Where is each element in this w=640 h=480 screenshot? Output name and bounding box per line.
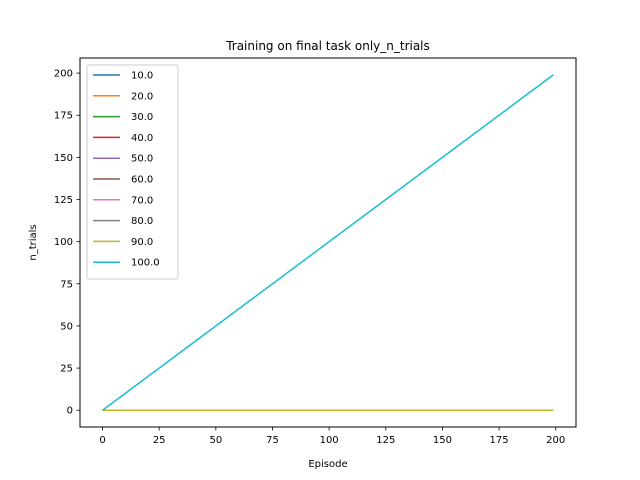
legend-entry: 50.0 [131, 154, 153, 165]
y-tick-label: 75 [60, 279, 73, 290]
y-tick-label: 0 [67, 406, 73, 417]
x-tick-label: 0 [99, 435, 105, 446]
y-axis: 0 25 50 75 100 125 150 175 200 [54, 69, 80, 417]
legend-entry: 100.0 [131, 258, 160, 269]
legend: 10.0 20.0 30.0 40.0 50.0 60.0 70.0 80.0 90.0 100.… [86, 64, 179, 280]
chart-title: Training on final task only_n_trials [225, 39, 430, 53]
legend-entry: 20.0 [131, 91, 153, 102]
x-tick-label: 100 [320, 435, 339, 446]
legend-entry: 10.0 [131, 71, 153, 82]
x-axis-label: Episode [308, 459, 347, 470]
y-tick-label: 25 [60, 364, 73, 375]
series-layer [102, 74, 554, 411]
y-tick-label: 50 [60, 321, 73, 332]
y-axis-label: n_trials [28, 224, 39, 260]
x-axis: 0 25 50 75 100 125 150 175 200 [99, 427, 565, 446]
series-line-100.0 [102, 74, 554, 411]
legend-entry: 90.0 [131, 237, 153, 248]
y-tick-label: 150 [54, 153, 73, 164]
legend-entry: 80.0 [131, 216, 153, 227]
legend-entry: 30.0 [131, 112, 153, 123]
legend-entry: 40.0 [131, 133, 153, 144]
x-tick-label: 50 [209, 435, 222, 446]
legend-entry: 60.0 [131, 175, 153, 186]
legend-box [86, 64, 179, 280]
x-tick-label: 25 [153, 435, 166, 446]
legend-entry: 70.0 [131, 195, 153, 206]
plot-frame [79, 57, 577, 428]
y-tick-label: 175 [54, 111, 73, 122]
x-tick-label: 200 [546, 435, 565, 446]
y-tick-label: 100 [54, 237, 73, 248]
x-tick-label: 150 [433, 435, 452, 446]
x-tick-label: 75 [266, 435, 279, 446]
y-tick-label: 125 [54, 195, 73, 206]
x-tick-label: 175 [490, 435, 509, 446]
x-tick-label: 125 [376, 435, 395, 446]
y-tick-label: 200 [54, 69, 73, 80]
